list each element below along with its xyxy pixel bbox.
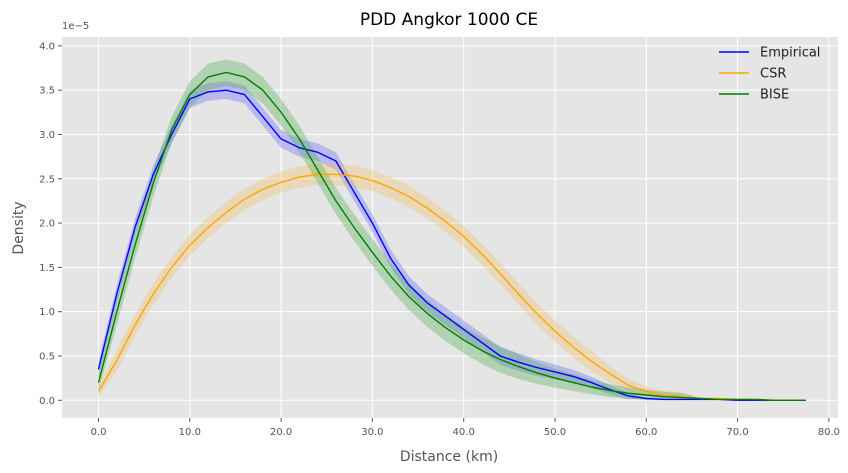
x-tick-label: 70.0 <box>726 427 748 438</box>
legend-label-csr: CSR <box>760 67 786 82</box>
y-axis-ticks: 0.0 0.5 1.0 1.5 2.0 2.5 3.0 3.5 4.0 <box>39 41 62 407</box>
bise-series-line <box>97 71 806 401</box>
y-tick-label: 0.5 <box>39 351 55 362</box>
series-lines <box>97 71 806 401</box>
x-tick-label: 0.0 <box>91 427 107 438</box>
grid-lines <box>62 37 838 418</box>
y-tick-label: 3.5 <box>39 86 55 97</box>
x-tick-label: 60.0 <box>635 427 657 438</box>
y-tick-label: 4.0 <box>39 41 55 52</box>
x-tick-label: 40.0 <box>453 427 475 438</box>
plot-background <box>62 37 838 418</box>
x-axis-ticks: 0.0 10.0 20.0 30.0 40.0 50.0 60.0 70.0 80.0 <box>91 418 840 438</box>
x-axis-title: Distance (km) <box>400 449 498 465</box>
chart-title: PDD Angkor 1000 CE <box>360 10 538 30</box>
legend-label-empirical: Empirical <box>760 46 820 61</box>
x-tick-label: 50.0 <box>544 427 566 438</box>
y-tick-label: 1.0 <box>39 307 55 318</box>
x-tick-label: 10.0 <box>179 427 201 438</box>
y-tick-label: 0.0 <box>39 396 55 407</box>
legend: Empirical CSR BISE <box>719 46 820 103</box>
x-tick-label: 20.0 <box>270 427 292 438</box>
y-tick-label: 2.5 <box>39 174 55 185</box>
y-axis-title: Density <box>11 201 27 254</box>
x-tick-label: 30.0 <box>361 427 383 438</box>
y-axis-offset-label: 1e−5 <box>62 21 89 32</box>
empirical-series-line <box>97 89 806 401</box>
y-tick-label: 1.5 <box>39 263 55 274</box>
x-tick-label: 80.0 <box>818 427 840 438</box>
y-tick-label: 3.0 <box>39 130 55 141</box>
legend-label-bise: BISE <box>760 88 789 103</box>
y-tick-label: 2.0 <box>39 219 55 230</box>
